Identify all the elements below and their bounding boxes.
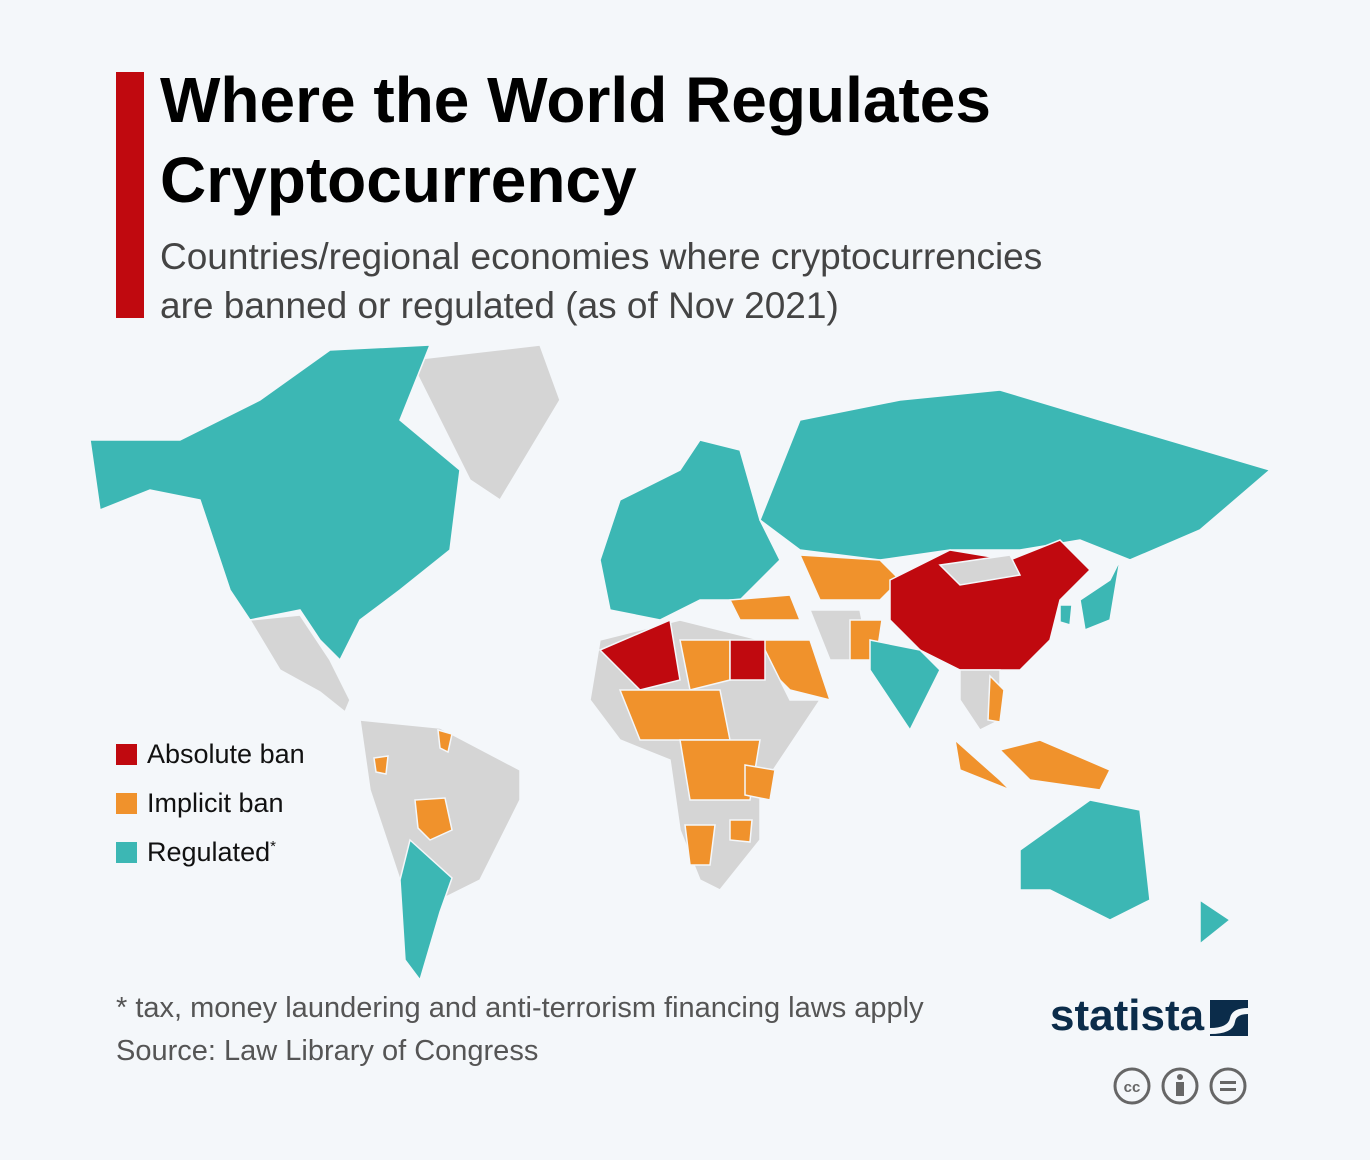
brand-icon bbox=[1210, 1000, 1248, 1036]
region bbox=[729, 639, 766, 681]
region bbox=[953, 738, 1011, 791]
region bbox=[998, 739, 1112, 791]
region bbox=[728, 594, 802, 621]
brand-logo: statista bbox=[1050, 991, 1205, 1040]
region bbox=[1019, 799, 1151, 921]
region bbox=[987, 674, 1005, 723]
region bbox=[729, 819, 753, 843]
region bbox=[89, 344, 461, 662]
legend-label-text: Regulated bbox=[147, 837, 271, 867]
region bbox=[599, 439, 781, 621]
legend-label: Implicit ban bbox=[147, 788, 284, 818]
title: Cryptocurrency bbox=[160, 144, 637, 216]
region bbox=[414, 797, 453, 841]
region bbox=[618, 689, 731, 741]
legend-swatch bbox=[116, 744, 137, 765]
footnote-marker: * bbox=[270, 838, 276, 855]
legend-label: Absolute ban bbox=[147, 739, 305, 769]
title: Where the World Regulates bbox=[160, 64, 991, 136]
region bbox=[437, 728, 453, 754]
region bbox=[759, 389, 1272, 561]
region bbox=[744, 764, 776, 801]
region bbox=[1079, 559, 1121, 632]
subtitle: are banned or regulated (as of Nov 2021) bbox=[160, 285, 839, 326]
region bbox=[679, 739, 761, 801]
region bbox=[598, 618, 681, 691]
region bbox=[248, 614, 351, 714]
license-icons: cc bbox=[1113, 1067, 1247, 1105]
region bbox=[798, 554, 902, 601]
accent-bar bbox=[116, 72, 144, 318]
region bbox=[1059, 604, 1073, 626]
region bbox=[408, 344, 561, 502]
legend-label: Regulated* bbox=[147, 839, 276, 866]
region bbox=[373, 755, 389, 775]
region bbox=[869, 639, 941, 732]
source: Source: Law Library of Congress bbox=[116, 1035, 539, 1067]
region bbox=[399, 838, 453, 982]
region bbox=[938, 554, 1022, 586]
subtitle: Countries/regional economies where crypt… bbox=[160, 236, 1043, 277]
legend-swatch bbox=[116, 842, 137, 863]
region bbox=[684, 824, 716, 866]
region bbox=[1199, 898, 1232, 946]
svg-text:cc: cc bbox=[1124, 1079, 1141, 1096]
legend-swatch bbox=[116, 793, 137, 814]
footnote: * tax, money laundering and anti-terrori… bbox=[116, 992, 924, 1024]
